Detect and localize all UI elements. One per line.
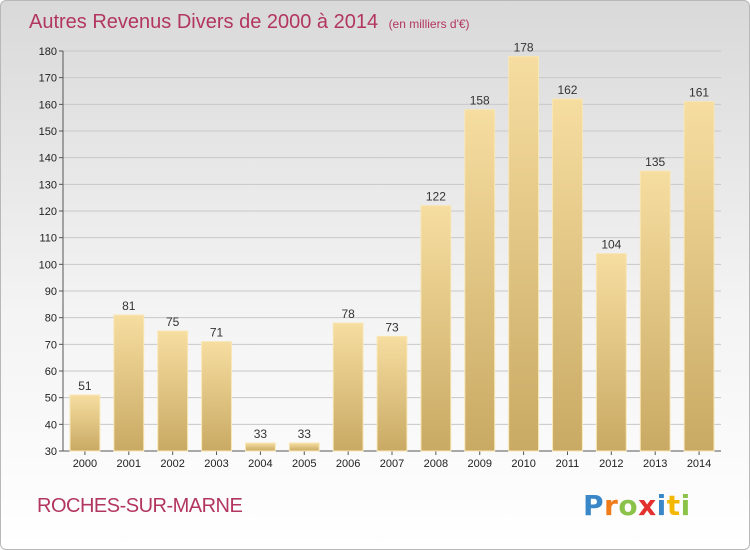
chart-header: Autres Revenus Divers de 2000 à 2014 (en… xyxy=(29,11,470,34)
x-tick-label: 2002 xyxy=(160,458,184,470)
x-tick-label: 2001 xyxy=(117,458,141,470)
logo-letter: P xyxy=(583,489,605,522)
logo-letter: r xyxy=(604,489,619,522)
x-tick-label: 2006 xyxy=(336,458,360,470)
y-tick-label: 150 xyxy=(39,126,57,138)
x-tick-label: 2007 xyxy=(380,458,404,470)
logo-letter: x xyxy=(638,489,657,522)
bar-2003 xyxy=(201,341,232,452)
y-tick-label: 140 xyxy=(39,153,57,165)
data-label: 51 xyxy=(78,379,92,393)
y-tick-label: 160 xyxy=(39,99,57,111)
bar-2013 xyxy=(639,170,671,452)
x-tick-label: 2008 xyxy=(424,458,448,470)
data-label: 162 xyxy=(557,83,577,97)
y-tick-label: 180 xyxy=(39,46,57,58)
proxiti-logo: Proxiti xyxy=(583,489,691,522)
bar-2004 xyxy=(244,442,276,452)
bar-2001 xyxy=(113,314,145,452)
chart-subtitle: (en milliers d'€) xyxy=(388,17,470,31)
y-tick-label: 80 xyxy=(45,313,57,325)
bar-2012 xyxy=(595,253,627,452)
bar-2009 xyxy=(464,109,496,452)
bar-2010 xyxy=(508,55,540,452)
data-label: 158 xyxy=(470,94,490,108)
data-label: 78 xyxy=(341,307,355,321)
x-tick-label: 2004 xyxy=(248,458,272,470)
data-labels: 51 81 75 71 33 33 78 73 122 158 178 162 104 135 161 xyxy=(78,40,709,441)
bars xyxy=(69,55,715,452)
x-tick-label: 2014 xyxy=(687,458,711,470)
bar-2005 xyxy=(288,442,320,452)
data-label: 33 xyxy=(254,427,268,441)
data-label: 178 xyxy=(514,40,534,54)
y-tick-label: 60 xyxy=(45,366,57,378)
x-tick-label: 2012 xyxy=(599,458,623,470)
bar-2008 xyxy=(420,205,452,452)
data-label: 161 xyxy=(689,86,709,100)
chart-title: Autres Revenus Divers de 2000 à 2014 xyxy=(29,11,379,33)
y-tick-label: 30 xyxy=(45,446,57,458)
logo-letter: i xyxy=(680,489,691,522)
x-tick-label: 2005 xyxy=(292,458,316,470)
bar-2000 xyxy=(69,394,101,452)
x-tick-labels: 2000 2001 2002 2003 2004 2005 2006 2007 2008 2009… xyxy=(73,458,712,470)
x-tick-label: 2003 xyxy=(204,458,228,470)
data-label: 81 xyxy=(122,299,136,313)
data-label: 73 xyxy=(385,320,399,334)
y-tick-label: 70 xyxy=(45,339,57,351)
data-label: 135 xyxy=(645,155,665,169)
place-name: ROCHES-SUR-MARNE xyxy=(37,495,243,517)
logo-letter: i xyxy=(656,489,667,522)
y-tick-label: 110 xyxy=(39,233,57,245)
data-label: 75 xyxy=(166,315,180,329)
data-label: 104 xyxy=(601,238,621,252)
y-tick-label: 100 xyxy=(39,259,57,271)
y-tick-label: 170 xyxy=(39,73,57,85)
y-tick-label: 130 xyxy=(39,179,57,191)
x-tick-label: 2013 xyxy=(643,458,667,470)
logo-letter: t xyxy=(666,489,681,522)
y-tick-label: 40 xyxy=(45,419,57,431)
bar-2014 xyxy=(683,101,715,452)
logo-letter: o xyxy=(618,489,639,522)
x-tick-label: 2000 xyxy=(73,458,97,470)
y-tick-label: 50 xyxy=(45,393,57,405)
data-label: 71 xyxy=(210,326,224,340)
x-tick-label: 2009 xyxy=(467,458,491,470)
data-label: 33 xyxy=(298,427,312,441)
x-tick-label: 2010 xyxy=(511,458,535,470)
bar-2011 xyxy=(552,98,583,452)
bar-2006 xyxy=(332,322,364,452)
y-tick-labels: 30 40 50 60 70 80 90 100 110 120 130 140 150 160 170 18… xyxy=(39,46,57,458)
bar-2007 xyxy=(376,335,408,452)
bar-2002 xyxy=(157,330,189,452)
y-tick-label: 120 xyxy=(39,206,57,218)
x-tick-label: 2011 xyxy=(556,458,580,470)
y-tick-label: 90 xyxy=(45,286,57,298)
data-label: 122 xyxy=(426,190,446,204)
